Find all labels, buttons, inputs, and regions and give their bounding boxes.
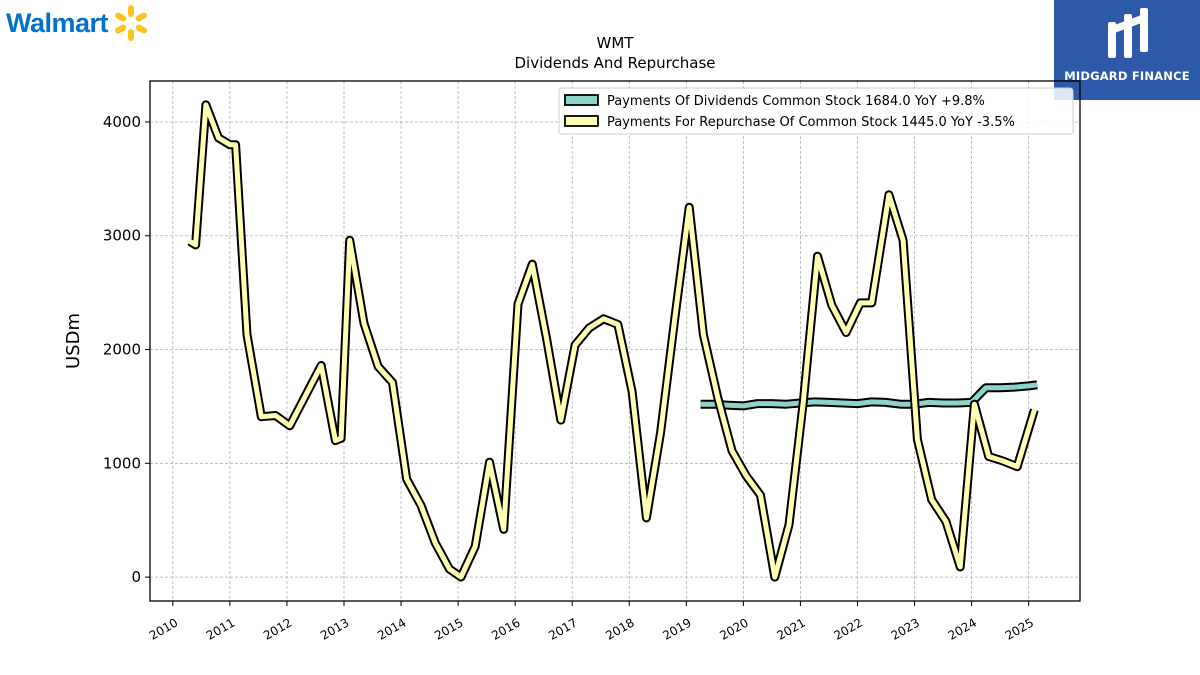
series-outline-2 (187, 100, 1039, 582)
midgard-finance-logo: MIDGARD FINANCE (1054, 0, 1200, 100)
y-axis-label: USDm (63, 313, 84, 369)
legend-label-1: Payments Of Dividends Common Stock 1684.… (607, 94, 985, 109)
legend-swatch-1 (564, 94, 599, 106)
y-tick-label: 1000 (103, 454, 141, 472)
chart-title: WMT (597, 34, 635, 52)
legend-box (558, 87, 1074, 135)
midgard-emblem-icon (1108, 8, 1148, 58)
series-line-2 (188, 102, 1037, 580)
plot-frame (149, 80, 1081, 602)
x-tick-label: 2011 (204, 615, 237, 642)
x-tick-label: 2025 (1003, 615, 1036, 642)
x-tick-label: 2023 (889, 615, 922, 642)
y-tick-label: 2000 (103, 341, 141, 359)
x-tick-label: 2018 (603, 615, 636, 642)
x-tick-label: 2021 (774, 615, 807, 642)
y-tick-label: 0 (131, 568, 141, 586)
walmart-logo: Walmart (6, 4, 150, 42)
x-tick-label: 2022 (832, 615, 865, 642)
x-tick-label: 2012 (261, 615, 294, 642)
walmart-spark-icon (115, 5, 148, 41)
x-tick-label: 2014 (375, 615, 408, 642)
x-tick-label: 2016 (489, 615, 522, 642)
legend: Payments Of Dividends Common Stock 1684.… (558, 87, 1074, 135)
legend-label-2: Payments For Repurchase Of Common Stock … (607, 115, 1015, 130)
x-tick-label: 2017 (546, 615, 579, 642)
x-tick-label: 2020 (717, 615, 750, 642)
x-tick-label: 2013 (318, 615, 351, 642)
y-axis: 0 1000 2000 3000 4000 (103, 113, 150, 586)
chart-subtitle: Dividends And Repurchase (514, 54, 715, 72)
x-tick-label: 2015 (432, 615, 465, 642)
x-tick-label: 2024 (946, 615, 979, 642)
walmart-logo-text: Walmart (6, 7, 109, 38)
x-axis: 2010 2011 2012 2013 2014 2015 2016 2017 2018 2019… (147, 601, 1036, 643)
series-layer (187, 100, 1039, 582)
x-tick-label: 2010 (147, 615, 180, 642)
legend-swatch-2 (564, 115, 599, 127)
series-line-1 (700, 382, 1038, 409)
grid (150, 81, 1080, 601)
y-tick-label: 3000 (103, 227, 141, 245)
y-tick-label: 4000 (103, 113, 141, 131)
midgard-logo-text: MIDGARD FINANCE (1064, 69, 1190, 83)
x-tick-label: 2019 (660, 615, 693, 642)
